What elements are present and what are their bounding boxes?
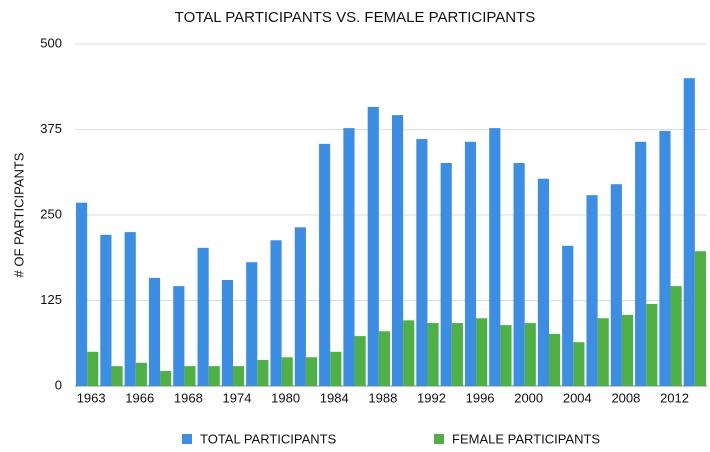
legend-label: FEMALE PARTICIPANTS xyxy=(452,431,600,446)
x-tick-label: 1974 xyxy=(223,390,252,405)
bar xyxy=(330,351,342,386)
bar xyxy=(257,360,269,386)
bar xyxy=(221,279,233,386)
bar xyxy=(635,141,647,386)
bar xyxy=(392,115,404,387)
bar xyxy=(233,366,245,386)
bar xyxy=(378,331,390,386)
bar xyxy=(148,277,161,386)
bar xyxy=(124,232,136,386)
chart-title: TOTAL PARTICIPANTS VS. FEMALE PARTICIPAN… xyxy=(175,9,536,26)
y-tick-label: 500 xyxy=(40,35,62,50)
bar xyxy=(524,323,536,386)
bar xyxy=(549,334,561,386)
x-tick-label: 1980 xyxy=(271,390,300,405)
bar xyxy=(586,195,598,386)
y-tick-label: 125 xyxy=(40,292,62,307)
bar xyxy=(537,178,549,386)
bar xyxy=(294,227,306,386)
legend-swatch xyxy=(182,434,192,444)
x-tick-label: 1996 xyxy=(466,390,495,405)
x-tick-label: 1984 xyxy=(320,390,349,405)
bar xyxy=(500,325,512,386)
bar xyxy=(76,202,88,386)
bar xyxy=(573,342,585,386)
y-axis-label: # OF PARTICIPANTS xyxy=(11,152,26,277)
bar xyxy=(610,184,622,386)
bar xyxy=(87,351,99,386)
bar xyxy=(197,247,209,386)
bar xyxy=(440,163,452,386)
bar xyxy=(513,163,525,386)
x-tick-label: 2004 xyxy=(563,390,592,405)
bar xyxy=(476,318,488,386)
bar xyxy=(427,323,439,386)
bar xyxy=(621,314,634,386)
bar xyxy=(319,143,331,386)
bar xyxy=(111,366,123,386)
x-tick-label: 2012 xyxy=(660,390,689,405)
bar xyxy=(100,234,112,386)
bar xyxy=(305,357,318,386)
x-tick-label: 1966 xyxy=(125,390,154,405)
bar xyxy=(184,366,196,386)
bar xyxy=(173,286,185,386)
bar xyxy=(367,106,379,386)
legend-swatch xyxy=(434,434,444,444)
x-tick-label: 1968 xyxy=(174,390,203,405)
bar xyxy=(208,366,220,386)
bar xyxy=(489,128,501,386)
bar xyxy=(135,362,147,386)
bar xyxy=(270,240,282,386)
bar xyxy=(659,130,671,386)
y-tick-label: 375 xyxy=(40,121,62,136)
y-tick-label: 0 xyxy=(55,377,62,392)
bar xyxy=(464,141,477,386)
bar xyxy=(246,262,258,386)
bar xyxy=(343,128,355,386)
x-tick-label: 2000 xyxy=(514,390,543,405)
bar xyxy=(562,245,574,386)
bar xyxy=(683,78,695,386)
bar xyxy=(281,357,293,386)
legend-label: TOTAL PARTICIPANTS xyxy=(200,431,337,446)
x-tick-label: 1988 xyxy=(368,390,397,405)
x-tick-label: 2008 xyxy=(611,390,640,405)
bar xyxy=(403,320,415,386)
bar xyxy=(160,370,172,386)
bar xyxy=(694,251,706,386)
x-tick-label: 1992 xyxy=(417,390,446,405)
bar xyxy=(416,139,428,386)
x-tick-label: 1963 xyxy=(77,390,106,405)
bar xyxy=(451,323,463,386)
bar xyxy=(646,303,658,386)
y-tick-label: 250 xyxy=(40,206,62,221)
bar xyxy=(354,336,366,386)
bar xyxy=(670,286,682,386)
bar xyxy=(597,318,609,386)
